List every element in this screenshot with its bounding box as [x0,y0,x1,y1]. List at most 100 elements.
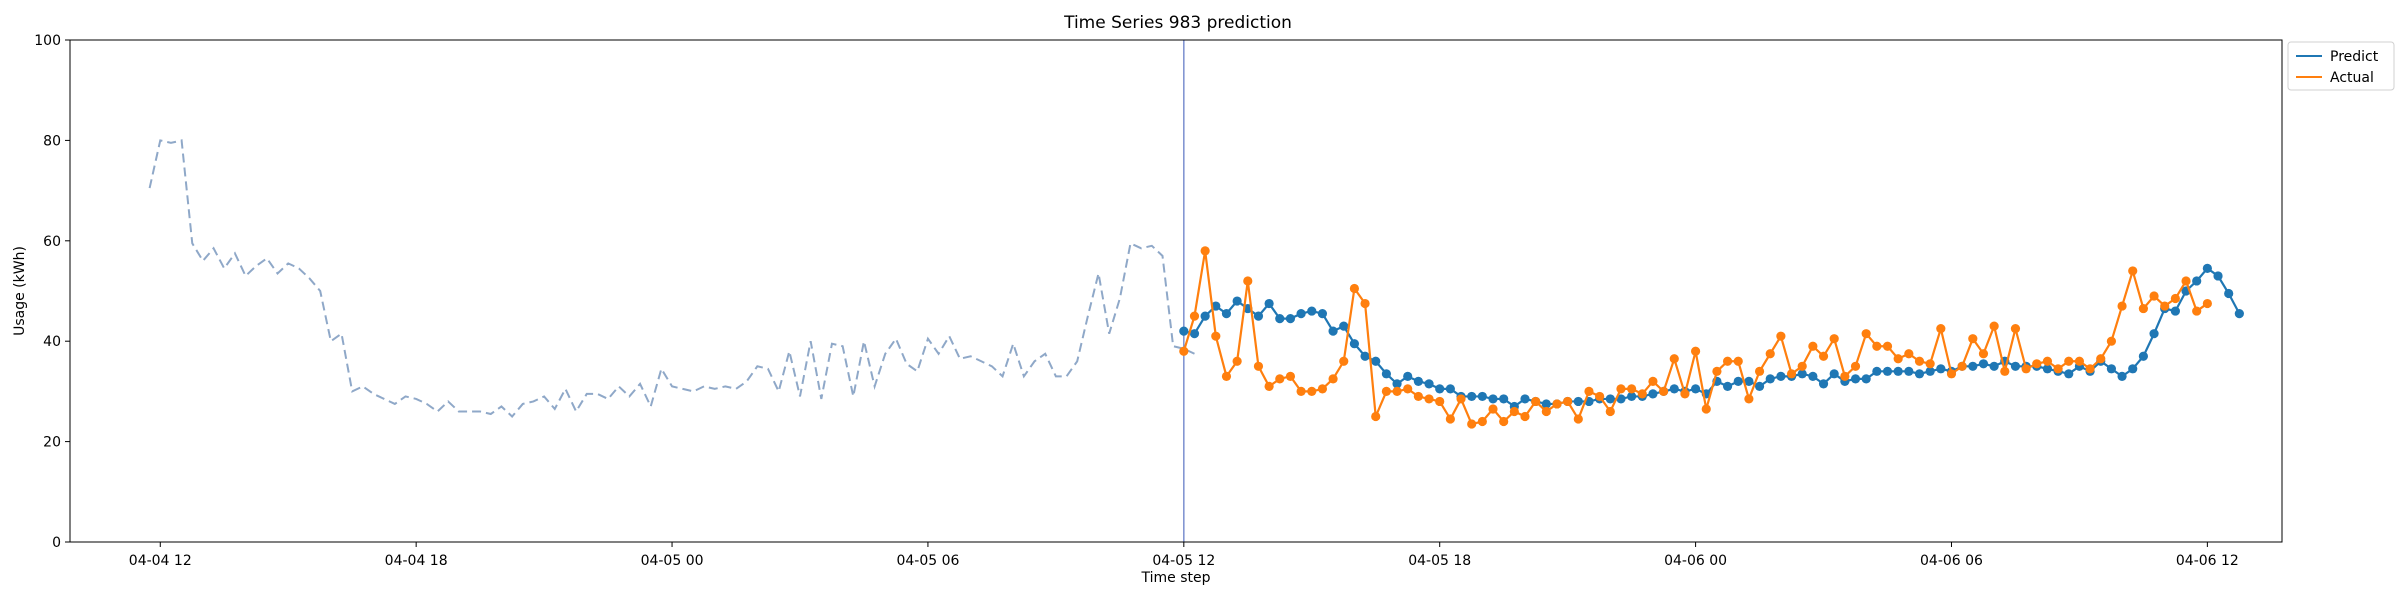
data-point-actual [2160,301,2170,311]
data-point-actual [1893,354,1903,364]
data-point-predict [2170,306,2180,316]
data-point-predict [1605,394,1615,404]
x-tick-label: 04-04 12 [129,553,192,569]
data-point-predict [2202,263,2212,274]
data-point-predict [1275,314,1285,324]
data-point-predict [1690,384,1701,394]
data-point-actual [1829,334,1839,344]
data-point-predict [1573,396,1583,407]
data-point-predict [1317,308,1328,319]
data-point-actual [2053,364,2063,374]
data-point-predict [1765,374,1775,384]
data-point-actual [1360,298,1370,309]
data-point-predict [2149,329,2159,339]
data-point-predict [1850,374,1861,384]
data-point-predict [1189,329,1200,339]
data-point-actual [1296,386,1306,396]
data-point-predict [1285,314,1296,324]
data-point-predict [1648,389,1658,399]
data-point-predict [1179,326,1189,336]
data-point-predict [1829,369,1839,379]
data-point-predict [2128,364,2138,374]
data-point-actual [2117,301,2127,311]
data-point-actual [1690,346,1701,356]
data-point-predict [1541,399,1551,409]
y-tick-label: 100 [34,33,61,49]
data-point-actual [1307,386,1317,396]
data-point-actual [2149,291,2159,301]
data-point-actual [1648,376,1658,386]
data-point-actual [1403,384,1413,394]
data-point-actual [1371,411,1381,422]
data-point-predict [1467,391,1477,402]
data-point-predict [1669,384,1679,394]
data-point-predict [1221,308,1232,319]
data-point-actual [1722,356,1733,366]
data-point-actual [1946,369,1957,379]
data-point-actual [1904,349,1914,359]
data-point-actual [1563,396,1573,407]
data-point-actual [1531,396,1541,407]
data-point-actual [1509,406,1519,417]
data-point-actual [2138,303,2148,314]
data-point-predict [1861,374,1871,384]
data-point-actual [1232,356,1242,366]
data-point-predict [2117,371,2127,381]
data-point-predict [1211,301,1221,311]
y-tick-label: 60 [43,234,61,250]
legend-label-actual: Actual [2330,70,2374,86]
data-point-actual [1328,374,1338,384]
data-point-predict [1733,376,1743,386]
plot-frame [69,39,2283,543]
data-point-predict [1499,394,1509,404]
legend: Predict Actual [2287,41,2395,91]
data-point-actual [1339,356,1349,366]
data-point-actual [1701,404,1711,414]
data-point-predict [2234,308,2244,319]
data-point-predict [1360,351,1370,361]
data-point-actual [1978,349,1989,359]
data-point-actual [1499,416,1509,427]
data-point-predict [1904,366,1914,376]
data-point-predict [1392,379,1402,389]
data-point-predict [1925,366,1935,376]
data-point-actual [1541,406,1551,417]
data-point-predict [1339,321,1349,331]
data-point-actual [1989,321,1999,331]
data-point-actual [1264,381,1274,391]
y-tick-label: 80 [43,133,61,149]
data-point-actual [1413,391,1423,402]
data-point-predict [2106,364,2117,374]
data-point-actual [1808,341,1818,351]
y-tick-label: 0 [52,535,61,551]
x-tick-label: 04-04 18 [385,553,448,569]
data-point-actual [1200,246,1210,256]
data-point-actual [1680,389,1690,399]
data-point-actual [1275,374,1285,384]
data-point-predict [2224,288,2234,299]
data-point-actual [1179,346,1189,356]
data-point-actual [1520,411,1530,422]
data-point-actual [1243,276,1253,286]
data-point-actual [1840,371,1850,381]
y-axis-label: Usage (kWh) [12,246,28,336]
data-point-actual [2032,359,2042,369]
data-point-predict [1488,394,1498,404]
data-point-actual [1381,386,1391,396]
data-point-predict [2213,271,2223,281]
x-tick-label: 04-05 00 [641,553,704,569]
data-point-predict [1776,371,1786,381]
data-point-predict [1754,381,1765,391]
data-point-predict [1818,379,1829,389]
data-point-actual [2010,324,2021,334]
data-point-actual [1595,391,1605,402]
data-point-actual [2128,266,2138,276]
legend-label-predict: Predict [2330,49,2379,65]
data-point-actual [2064,356,2074,366]
data-point-actual [1605,406,1615,417]
x-axis-label: Time step [1141,570,1211,586]
data-point-predict [1520,394,1530,404]
data-point-actual [1861,329,1871,339]
